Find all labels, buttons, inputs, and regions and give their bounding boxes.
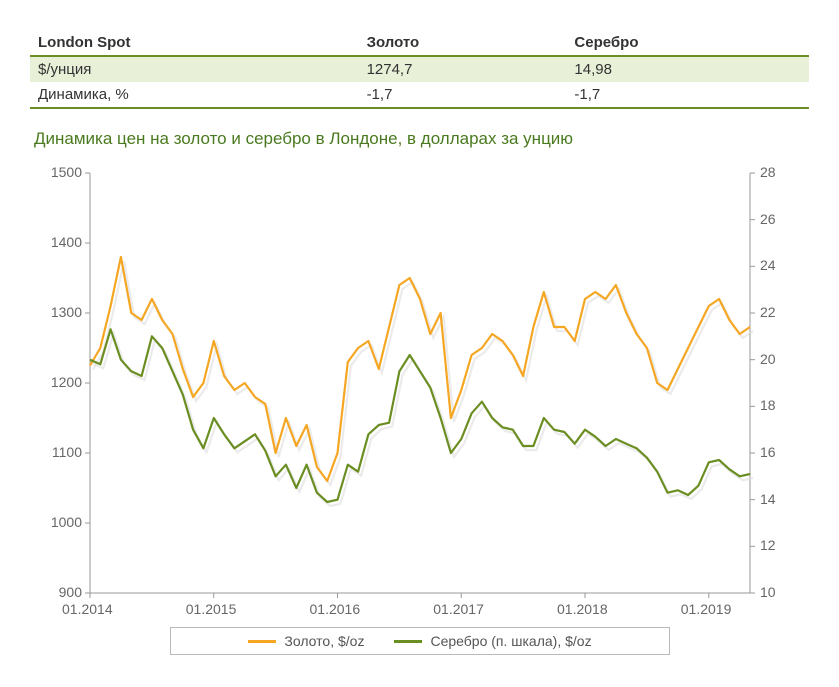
y-left-label: 1100 xyxy=(52,444,82,460)
y-left-label: 1500 xyxy=(51,164,82,180)
y-right-label: 24 xyxy=(760,257,776,273)
y-right-label: 10 xyxy=(760,584,776,600)
y-left-label: 1200 xyxy=(51,374,82,390)
col-header: Серебро xyxy=(566,30,809,56)
spot-price-table: London Spot Золото Серебро $/унция 1274,… xyxy=(30,30,809,109)
y-right-label: 18 xyxy=(760,397,776,413)
chart-title: Динамика цен на золото и серебро в Лондо… xyxy=(34,129,809,149)
x-label: 01.2019 xyxy=(681,601,732,617)
gold-silver-chart: Золото, $/oz Серебро (п. шкала), $/oz 15… xyxy=(30,163,810,653)
x-label: 01.2018 xyxy=(557,601,608,617)
x-label: 01.2015 xyxy=(186,601,237,617)
legend-label: Золото, $/oz xyxy=(284,633,364,649)
y-right-label: 28 xyxy=(760,164,776,180)
chart-svg xyxy=(90,173,750,593)
y-right-label: 12 xyxy=(760,537,776,553)
legend-item-silver: Серебро (п. шкала), $/oz xyxy=(394,633,591,649)
chart-legend: Золото, $/oz Серебро (п. шкала), $/oz xyxy=(170,627,670,655)
legend-swatch xyxy=(248,640,276,643)
col-header: London Spot xyxy=(30,30,359,56)
table-row: $/унция 1274,7 14,98 xyxy=(30,56,809,82)
plot-area xyxy=(90,173,750,593)
col-header: Золото xyxy=(359,30,567,56)
y-right-label: 26 xyxy=(760,211,776,227)
y-right-label: 22 xyxy=(760,304,776,320)
x-label: 01.2016 xyxy=(310,601,361,617)
legend-item-gold: Золото, $/oz xyxy=(248,633,364,649)
table-row: Динамика, % -1,7 -1,7 xyxy=(30,82,809,108)
x-label: 01.2014 xyxy=(62,601,113,617)
y-left-label: 1300 xyxy=(51,304,82,320)
y-left-label: 1400 xyxy=(51,234,82,250)
y-right-label: 14 xyxy=(760,491,776,507)
y-right-label: 16 xyxy=(760,444,776,460)
y-right-label: 20 xyxy=(760,351,776,367)
legend-swatch xyxy=(394,640,422,643)
legend-label: Серебро (п. шкала), $/oz xyxy=(430,633,591,649)
x-label: 01.2017 xyxy=(433,601,484,617)
y-left-label: 900 xyxy=(59,584,82,600)
y-left-label: 1000 xyxy=(51,514,82,530)
